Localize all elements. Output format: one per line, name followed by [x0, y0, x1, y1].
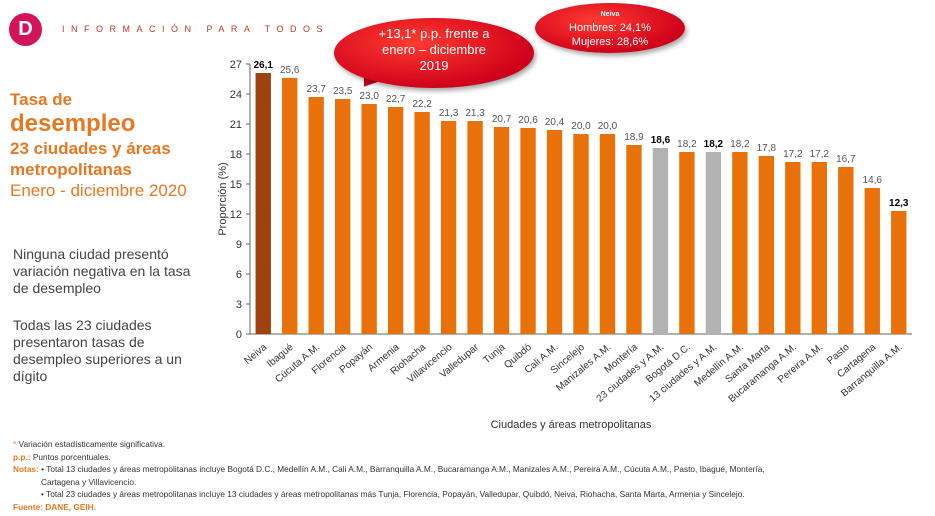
data-label-2: 23,7 [306, 84, 326, 95]
data-label-4: 23,0 [359, 91, 379, 102]
footnote-star: * Variación estadísticamente significati… [13, 438, 765, 451]
callout-main-line-2: enero – diciembre [381, 42, 487, 57]
title-block: Tasa de desempleo 23 ciudades y áreas me… [10, 90, 187, 201]
bar-16 [679, 152, 695, 334]
bar-3 [335, 99, 351, 334]
y-tick-label: 27 [230, 59, 242, 71]
bar-1 [282, 78, 298, 334]
data-label-0: 26,1 [254, 60, 274, 71]
bar-23 [864, 188, 880, 334]
bar-0 [255, 73, 271, 334]
data-label-16: 18,2 [677, 139, 697, 150]
y-tick-label: 12 [230, 209, 242, 221]
bar-2 [308, 97, 324, 334]
callout-neiva-line-1: Hombres: 24,1% [569, 22, 651, 34]
bar-9 [493, 127, 510, 334]
callout-main-line-3: 2019 [419, 58, 449, 73]
bar-7 [440, 121, 457, 334]
data-label-17: 18,2 [704, 139, 724, 150]
y-tick-label: 15 [230, 179, 242, 191]
data-label-9: 20,7 [492, 114, 512, 125]
callout-neiva-line-2: Mujeres: 28,6% [571, 36, 649, 48]
bar-20 [785, 162, 801, 334]
data-label-13: 20,0 [598, 121, 618, 132]
data-label-24: 12,3 [889, 198, 909, 209]
y-tick-label: 6 [236, 269, 242, 281]
data-label-19: 17,8 [757, 143, 777, 154]
callout-neiva: Neiva Hombres: 24,1% Mujeres: 28,6% [535, 3, 685, 53]
bar-19 [758, 156, 775, 334]
y-tick-label: 0 [236, 329, 242, 341]
side-note-2: Todas las 23 ciudades presentaron tasas … [13, 317, 182, 384]
data-label-21: 17,2 [810, 149, 830, 160]
bar-8 [467, 121, 483, 334]
header-tagline: INFORMACIÓN PARA TODOS [62, 24, 330, 34]
title-line-5: Enero - diciembre 2020 [10, 181, 187, 200]
bar-10 [520, 128, 536, 334]
data-label-20: 17,2 [783, 149, 803, 160]
bar-5 [387, 107, 404, 334]
bar-14 [626, 145, 642, 334]
data-label-8: 21,3 [465, 108, 485, 119]
y-axis-label: Proporción (%) [217, 162, 229, 235]
data-label-5: 22,7 [386, 94, 406, 105]
data-label-6: 22,2 [412, 99, 432, 110]
dane-logo [9, 13, 42, 46]
title-line-4: metropolitanas [10, 160, 132, 179]
footnotes: * Variación estadísticamente significati… [13, 438, 765, 513]
footnote-notes-label: Notas: [13, 464, 39, 474]
data-label-22: 16,7 [836, 154, 856, 165]
footnote-pp: p.p.: Puntos porcentuales. [13, 451, 765, 464]
data-label-12: 20,0 [571, 121, 591, 132]
data-label-1: 25,6 [280, 65, 300, 76]
unemployment-bar-chart: 0 3 6 9 12 15 18 21 24 27 Proporción (%) Ciudades y… [217, 59, 912, 431]
bar-6 [414, 112, 430, 334]
bar-22 [838, 167, 854, 334]
footnote-note-1-cont: Cartagena y Villavicencio. [41, 476, 137, 487]
bar-11 [546, 130, 563, 334]
logo-letter: D [18, 18, 33, 40]
data-label-10: 20,6 [518, 115, 538, 126]
y-tick-label: 3 [236, 299, 242, 311]
footnote-star-mark: * [13, 439, 17, 449]
footnote-note-2: • Total 23 ciudades y áreas metropolitan… [41, 489, 745, 499]
footnote-notes: Notas: • Total 13 ciudades y áreas metro… [13, 463, 765, 476]
footnote-pp-text: Puntos porcentuales. [30, 451, 111, 462]
footnote-source: Fuente: DANE, GEIH. [13, 501, 96, 512]
data-label-14: 18,9 [624, 132, 644, 143]
data-label-15: 18,6 [651, 135, 671, 146]
y-tick-label: 18 [230, 149, 242, 161]
x-axis-label: Ciudades y áreas metropolitanas [491, 419, 652, 431]
data-label-7: 21,3 [439, 108, 459, 119]
data-label-11: 20,4 [545, 117, 565, 128]
y-tick-label: 21 [230, 119, 242, 131]
footnote-star-text: Variación estadísticamente significativa… [16, 439, 166, 449]
data-label-3: 23,5 [333, 86, 353, 97]
data-label-18: 18,2 [730, 139, 750, 150]
bar-4 [361, 104, 377, 334]
title-line-2: desempleo [10, 110, 136, 137]
callout-neiva-title: Neiva [600, 11, 620, 18]
callout-main: +13,1* p.p. frente a enero – diciembre 2… [334, 18, 534, 88]
bar-12 [573, 134, 589, 334]
side-note-1: Ninguna ciudad presentó variación negati… [13, 246, 191, 296]
y-tick-label: 24 [230, 89, 242, 101]
data-label-23: 14,6 [863, 175, 883, 186]
callout-main-line-1: +13,1* p.p. frente a [378, 26, 490, 41]
title-line-3: 23 ciudades y áreas [10, 139, 171, 158]
footnote-note-1: • Total 13 ciudades y áreas metropolitan… [38, 464, 765, 474]
bar-13 [599, 134, 616, 334]
bar-18 [732, 152, 748, 334]
bar-21 [811, 162, 827, 334]
bar-24 [891, 211, 907, 334]
bar-17 [705, 152, 722, 334]
bar-15 [652, 148, 669, 334]
y-tick-label: 9 [236, 239, 242, 251]
footnote-pp-label: p.p.: [13, 451, 31, 462]
title-line-1: Tasa de [10, 90, 73, 109]
